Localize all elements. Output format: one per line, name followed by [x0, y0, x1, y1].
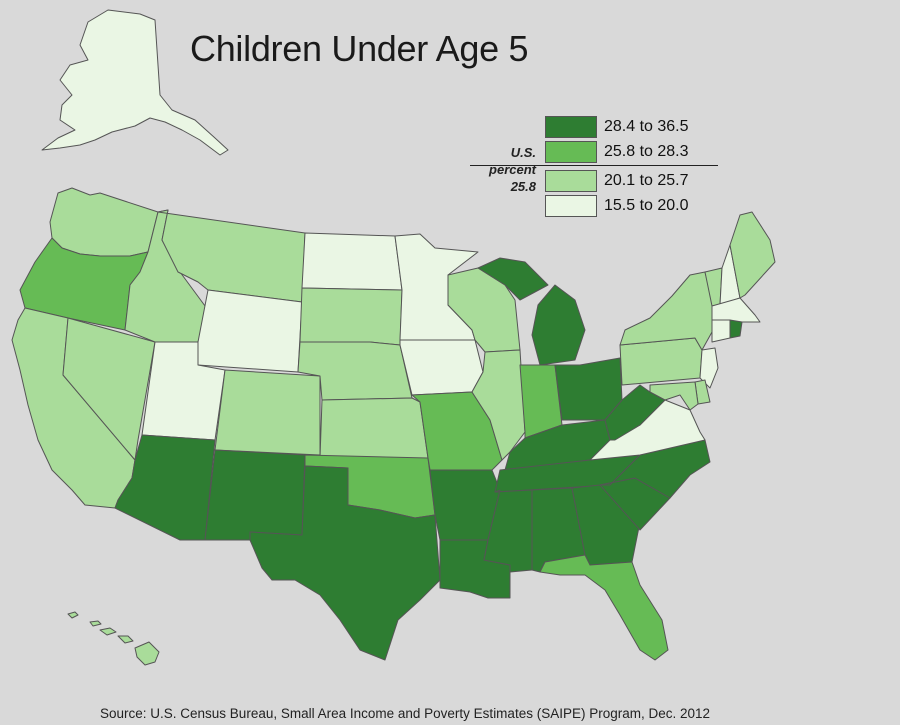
state-rhode-island: [729, 319, 743, 339]
legend-swatch-3: [545, 170, 597, 192]
legend-label-1: 28.4 to 36.5: [604, 118, 689, 135]
state-maryland: [649, 381, 699, 411]
state-pennsylvania: [619, 337, 703, 386]
legend-label-3: 20.1 to 25.7: [604, 172, 689, 189]
state-maine: [729, 211, 776, 299]
legend-row-1: 28.4 to 36.5: [545, 116, 715, 140]
state-south-dakota: [299, 287, 403, 346]
us-percent-note: U.S. percent 25.8: [470, 144, 536, 195]
legend-row-2: 25.8 to 28.3: [545, 141, 715, 165]
legend-swatch-2: [545, 141, 597, 163]
state-washington: [49, 187, 159, 257]
state-michigan: [477, 257, 586, 366]
legend-row-3: 20.1 to 25.7: [545, 170, 715, 194]
us-label: U.S.: [510, 145, 536, 160]
state-kansas: [319, 397, 429, 459]
us-average-divider: [470, 165, 718, 166]
legend-label-2: 25.8 to 28.3: [604, 143, 689, 160]
legend-swatch-4: [545, 195, 597, 217]
map-title: Children Under Age 5: [190, 28, 529, 69]
state-nevada: [62, 317, 156, 461]
state-wyoming: [197, 289, 303, 373]
state-connecticut: [711, 319, 731, 343]
state-hawaii: [67, 611, 160, 666]
legend: U.S. percent 25.8 28.4 to 36.5 25.8 to 2…: [470, 116, 730, 221]
state-ohio: [554, 357, 623, 421]
legend-label-4: 15.5 to 20.0: [604, 197, 689, 214]
state-new-jersey: [699, 347, 719, 389]
state-new-york: [619, 271, 713, 351]
legend-swatch-1: [545, 116, 597, 138]
state-colorado: [214, 369, 321, 456]
state-new-mexico: [204, 449, 306, 541]
percent-label: percent: [489, 162, 536, 177]
state-florida: [539, 554, 669, 661]
state-north-dakota: [301, 232, 403, 291]
state-arkansas: [429, 469, 501, 541]
source-note: Source: U.S. Census Bureau, Small Area I…: [100, 706, 711, 721]
state-arizona: [114, 434, 216, 541]
legend-row-4: 15.5 to 20.0: [545, 195, 715, 219]
state-alaska: [41, 9, 229, 156]
state-texas: [249, 465, 441, 661]
us-value: 25.8: [510, 179, 536, 194]
state-iowa: [399, 339, 484, 396]
